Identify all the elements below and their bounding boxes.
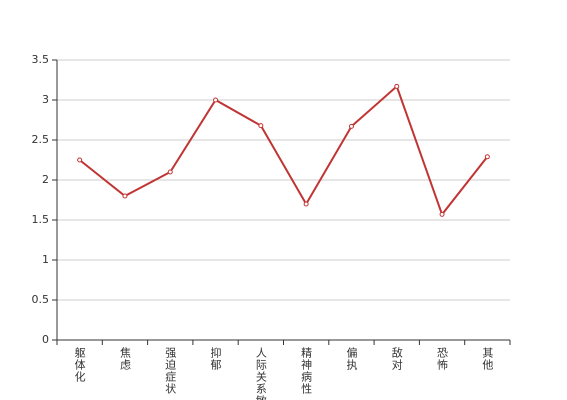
y-tick-label: 2	[42, 173, 49, 186]
x-tick-label: 躯体化	[73, 347, 86, 383]
point	[122, 193, 128, 199]
point	[213, 97, 219, 103]
x-tick-label: 人际关系敏感	[254, 347, 267, 400]
x-tick-label: 抑郁	[209, 346, 222, 371]
y-tick-label: 2.5	[32, 133, 50, 146]
point	[77, 157, 83, 163]
y-tick-label: 1.5	[32, 213, 50, 226]
x-tick-label: 焦虑	[118, 347, 131, 371]
point	[484, 154, 490, 160]
x-tick-label: 精神病性	[300, 347, 313, 395]
point	[394, 83, 400, 89]
point	[303, 201, 309, 207]
y-tick-label: 0.5	[32, 293, 50, 306]
y-tick-label: 0	[42, 333, 49, 346]
y-tick-label: 3	[42, 93, 49, 106]
x-tick-label: 敌对	[390, 346, 403, 371]
point	[348, 123, 354, 129]
x-tick-label: 强迫症状	[164, 347, 177, 395]
point	[439, 211, 445, 217]
y-tick-label: 1	[42, 253, 49, 266]
line	[79, 84, 489, 217]
point	[167, 169, 173, 175]
x-tick-label: 恐怖	[436, 347, 449, 371]
x-tick-label: 偏执	[345, 346, 358, 371]
point	[258, 123, 264, 129]
y-tick-label: 3.5	[32, 53, 50, 66]
x-tick-label: 其他	[481, 347, 494, 371]
